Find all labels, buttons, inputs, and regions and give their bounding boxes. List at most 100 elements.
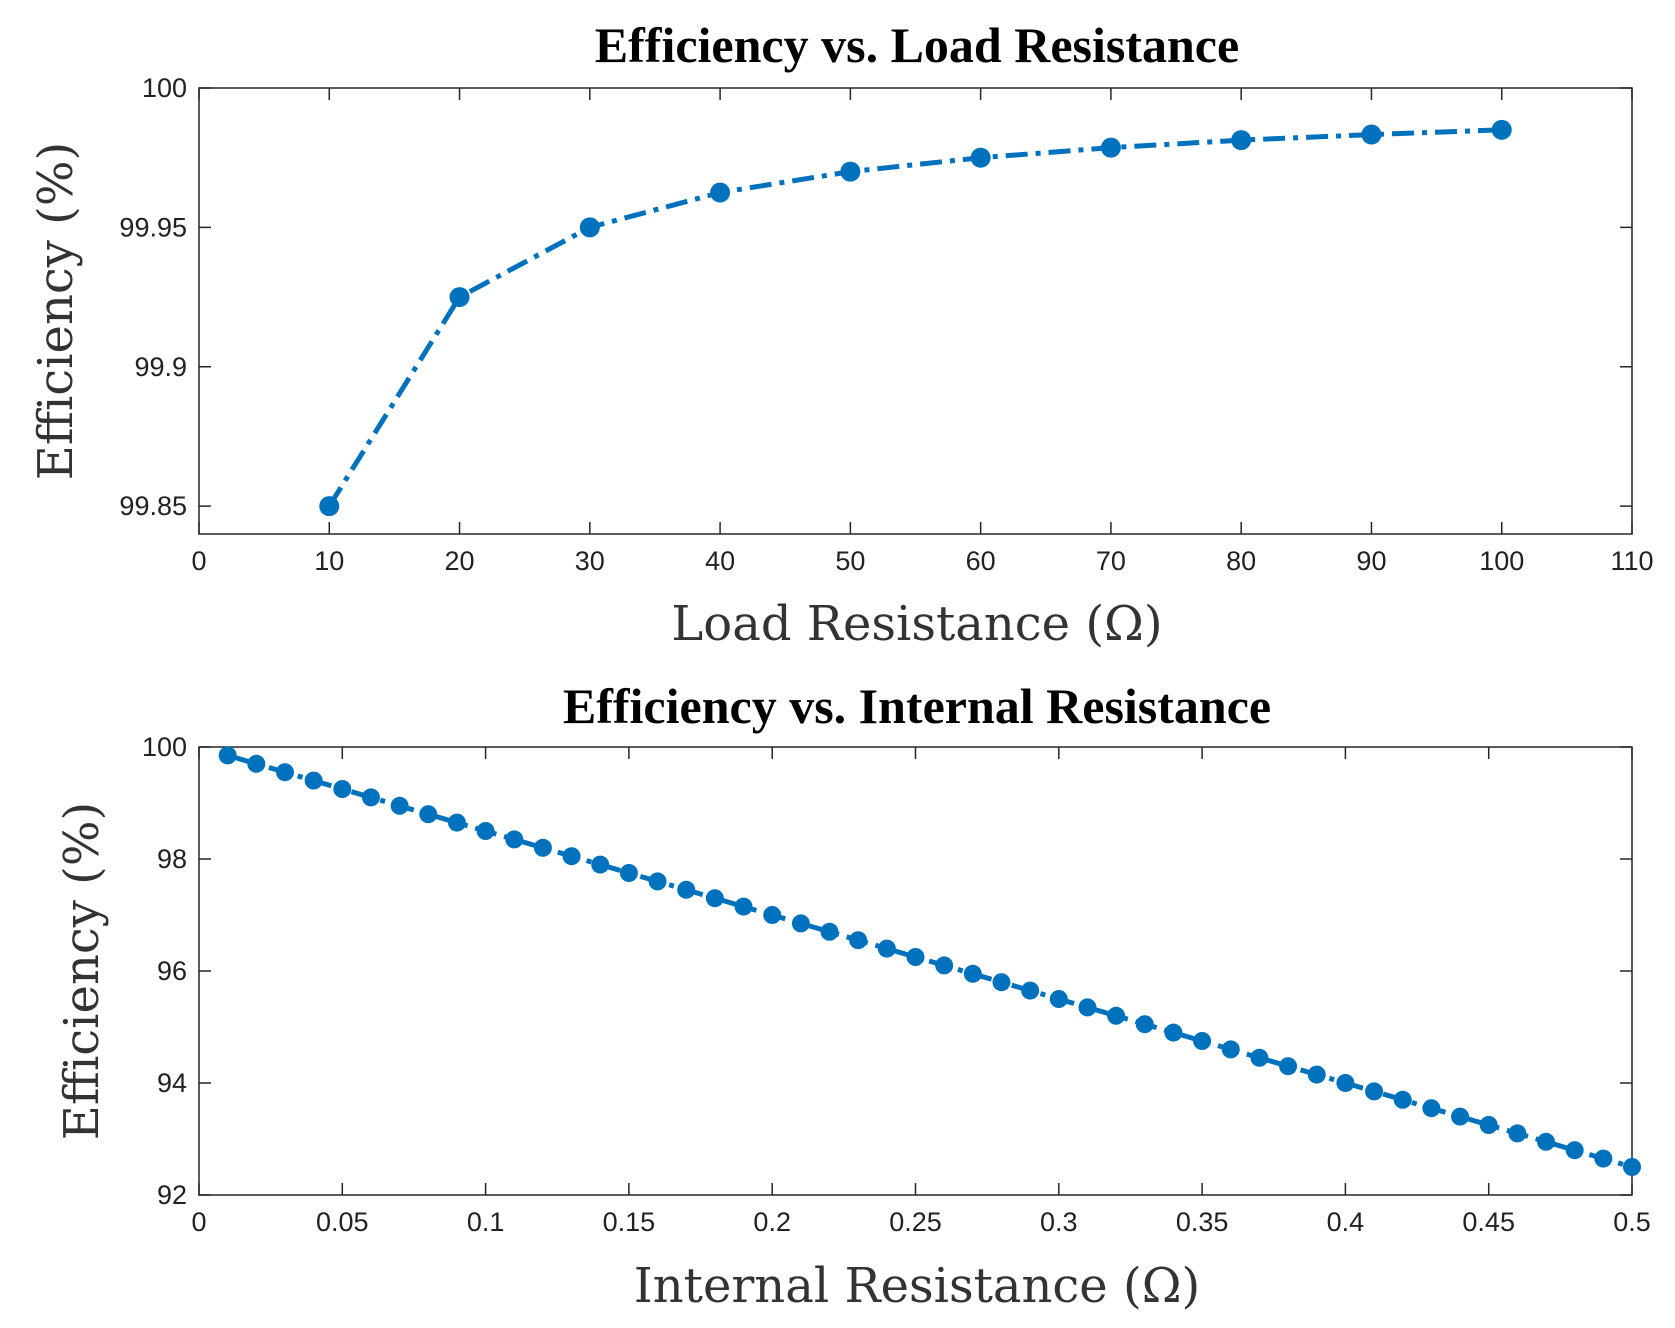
data-point (1307, 1065, 1326, 1084)
data-point (1231, 130, 1252, 151)
data-point (705, 889, 724, 908)
data-point (1451, 1107, 1470, 1126)
x-tick-label: 50 (835, 546, 865, 576)
data-point (970, 147, 991, 168)
data-point (562, 847, 581, 866)
chart-internal-resistance: Efficiency vs. Internal Resistance 0 0.05… (54, 678, 1651, 1314)
y-axis-label: Efficiency (%) (54, 802, 110, 1140)
data-point (333, 780, 352, 798)
y-tick-label: 96 (157, 956, 187, 986)
x-tick-label: 60 (966, 546, 996, 576)
data-point (1164, 1023, 1183, 1042)
data-point (304, 771, 323, 790)
data-point (877, 939, 896, 958)
data-point (319, 496, 340, 517)
data-point (677, 880, 696, 899)
series-line-group (327, 127, 1502, 508)
data-point (734, 897, 753, 916)
series-line-group (226, 753, 1633, 1170)
data-point (820, 922, 839, 941)
x-ticks: 0 0.05 0.1 0.15 0.2 0.25 0.3 0.35 0.4 0.45 0.5 (191, 747, 1651, 1237)
y-tick-label: 92 (157, 1180, 187, 1210)
data-point (591, 855, 610, 874)
data-point (1336, 1074, 1355, 1092)
x-tick-label: 100 (1479, 546, 1524, 576)
data-point (619, 864, 638, 882)
x-tick-label: 80 (1226, 546, 1256, 576)
x-tick-label: 0.15 (603, 1207, 656, 1237)
data-point (1279, 1057, 1298, 1076)
data-point (1361, 124, 1382, 145)
y-tick-label: 100 (142, 73, 187, 103)
x-tick-label: 0.35 (1176, 1207, 1229, 1237)
x-tick-label: 0.05 (316, 1207, 369, 1237)
y-axis-label: Efficiency (%) (28, 142, 84, 480)
x-tick-label: 0.1 (467, 1207, 505, 1237)
data-point (1021, 981, 1040, 1000)
data-point (1078, 998, 1097, 1017)
x-tick-label: 0.3 (1040, 1207, 1078, 1237)
data-point (1107, 1006, 1126, 1025)
markers (218, 746, 1641, 1176)
data-point (449, 287, 470, 308)
x-ticks: 0 10 20 30 40 50 60 70 80 90 100 110 (191, 88, 1654, 576)
data-point (447, 813, 466, 832)
chart-title: Efficiency vs. Load Resistance (595, 17, 1239, 73)
data-point (419, 805, 438, 824)
data-point (1508, 1124, 1527, 1143)
data-point (247, 754, 266, 773)
y-tick-label: 99.9 (134, 352, 187, 382)
plot-frame (198, 746, 1633, 1196)
data-point (1479, 1116, 1498, 1134)
chart-load-resistance: Efficiency vs. Load Resistance 0 10 20 30 40… (28, 17, 1654, 652)
x-tick-label: 90 (1356, 546, 1386, 576)
data-point (791, 914, 810, 933)
x-tick-label: 70 (1096, 546, 1126, 576)
data-point (361, 788, 380, 807)
plot-frame (198, 87, 1633, 535)
data-point (505, 830, 524, 849)
x-axis-label: Internal Resistance (Ω) (634, 1258, 1200, 1314)
data-point (1049, 990, 1068, 1008)
data-point (1221, 1040, 1240, 1059)
data-point (992, 973, 1011, 992)
data-point (218, 746, 237, 765)
data-point (1250, 1048, 1269, 1067)
data-point (275, 763, 294, 782)
data-point (763, 906, 782, 924)
y-ticks: 92 94 96 98 100 (142, 732, 1632, 1210)
chart-title: Efficiency vs. Internal Resistance (563, 678, 1271, 734)
data-point (1365, 1082, 1384, 1101)
data-point (1100, 137, 1121, 158)
data-point (1393, 1090, 1412, 1109)
x-tick-label: 110 (1610, 546, 1653, 576)
x-tick-label: 20 (445, 546, 475, 576)
data-point (533, 838, 552, 857)
data-point (906, 948, 925, 966)
x-tick-label: 0.25 (889, 1207, 942, 1237)
y-tick-label: 100 (142, 732, 187, 762)
data-point (1193, 1032, 1212, 1050)
data-point (935, 956, 954, 975)
markers (319, 119, 1512, 517)
data-point (1565, 1141, 1584, 1160)
y-ticks: 99.85 99.9 99.95 100 (119, 73, 1632, 521)
x-tick-label: 0 (191, 546, 206, 576)
x-tick-label: 0.5 (1613, 1207, 1651, 1237)
data-point (476, 822, 495, 840)
data-point (1135, 1015, 1154, 1034)
data-point (1537, 1132, 1556, 1151)
data-point (1594, 1149, 1613, 1168)
data-point (648, 872, 667, 891)
data-point (840, 161, 861, 182)
data-point (849, 931, 868, 950)
x-tick-label: 0.45 (1462, 1207, 1515, 1237)
data-point (390, 796, 409, 815)
data-point (1491, 119, 1512, 140)
y-tick-label: 94 (157, 1068, 187, 1098)
data-point (579, 217, 600, 238)
x-tick-label: 30 (575, 546, 605, 576)
data-point (710, 182, 731, 203)
y-tick-label: 99.95 (119, 212, 187, 242)
